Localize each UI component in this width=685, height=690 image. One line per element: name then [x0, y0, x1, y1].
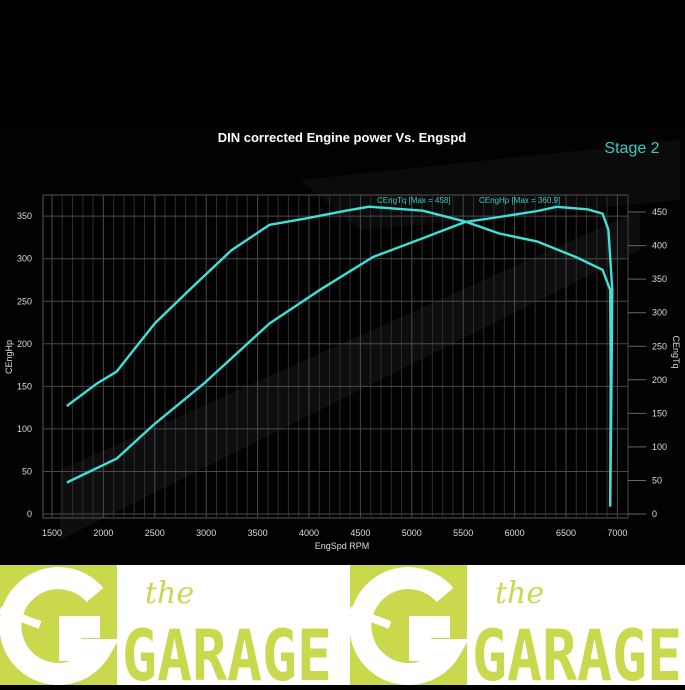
y-right-axis-label: CEngTq: [671, 335, 681, 368]
y-left-axis-label: CEngHp: [4, 340, 14, 374]
y-left-tick-label: 250: [17, 296, 32, 306]
y-left-tick-label: 300: [17, 254, 32, 264]
x-tick-label: 6500: [556, 528, 576, 538]
y-right-tick-label: 350: [652, 274, 667, 284]
x-tick-label: 4000: [299, 528, 319, 538]
y-left-tick-label: 50: [22, 466, 32, 476]
y-right-tick-label: 0: [652, 509, 657, 519]
x-tick-label: 5000: [402, 528, 422, 538]
logo-the: the: [495, 576, 544, 611]
garage-logo: the GARAGE the GARAGE: [0, 565, 682, 690]
x-axis-label: EngSpd RPM: [315, 541, 370, 551]
wrench-handle: [0, 606, 42, 629]
x-tick-label: 1500: [42, 528, 62, 538]
wrench-handle: [348, 606, 392, 629]
g-wrench-icon: [0, 567, 120, 686]
y-right-tick-label: 250: [652, 341, 667, 351]
x-tick-label: 6000: [505, 528, 525, 538]
y-left-tick-label: 200: [17, 339, 32, 349]
garage-banner: the GARAGE the GARAGE: [0, 565, 685, 690]
x-tick-label: 7000: [607, 528, 627, 538]
y-right-tick-label: 150: [652, 408, 667, 418]
series-lines: [66, 205, 614, 507]
x-tick-label: 5500: [453, 528, 473, 538]
y-right-tick-label: 100: [652, 442, 667, 452]
g-wrench-icon: [349, 567, 470, 686]
torque-line: [66, 205, 612, 507]
y-left-tick-label: 0: [27, 509, 32, 519]
y-right-tick-label: 400: [652, 241, 667, 251]
y-left-tick-label: 150: [17, 381, 32, 391]
logo-garage: GARAGE: [472, 615, 682, 685]
y-right-tick-label: 300: [652, 308, 667, 318]
logo-garage: GARAGE: [122, 615, 332, 685]
stage-annotation: Stage 2: [604, 140, 659, 157]
logo-the: the: [145, 576, 194, 611]
garage-logo-strip: the GARAGE the GARAGE: [0, 565, 682, 690]
x-tick-label: 3000: [196, 528, 216, 538]
garage-logo-block: the GARAGE: [0, 565, 332, 690]
dyno-chart: DIN corrected Engine power Vs. Engspd St…: [4, 130, 681, 551]
legend-torque: CEngTq [Max = 458]: [377, 196, 451, 205]
x-tick-label: 2500: [145, 528, 165, 538]
hp-line: [66, 205, 614, 507]
chart-title: DIN corrected Engine power Vs. Engspd: [218, 130, 467, 145]
garage-logo-block: the GARAGE: [348, 565, 682, 690]
y-right-tick-label: 200: [652, 375, 667, 385]
legend-hp: CEngHp [Max = 360.9]: [479, 196, 560, 205]
axis-ticks: 1500 2000 2500 3000 3500 4000 4500 5000 5500 6000…: [17, 207, 667, 538]
y-right-tick-label: 50: [652, 475, 662, 485]
y-left-tick-label: 100: [17, 424, 32, 434]
x-tick-label: 2000: [93, 528, 113, 538]
y-right-tick-label: 450: [652, 207, 667, 217]
x-tick-label: 4500: [350, 528, 370, 538]
y-left-tick-label: 350: [17, 211, 32, 221]
x-tick-label: 3500: [248, 528, 268, 538]
